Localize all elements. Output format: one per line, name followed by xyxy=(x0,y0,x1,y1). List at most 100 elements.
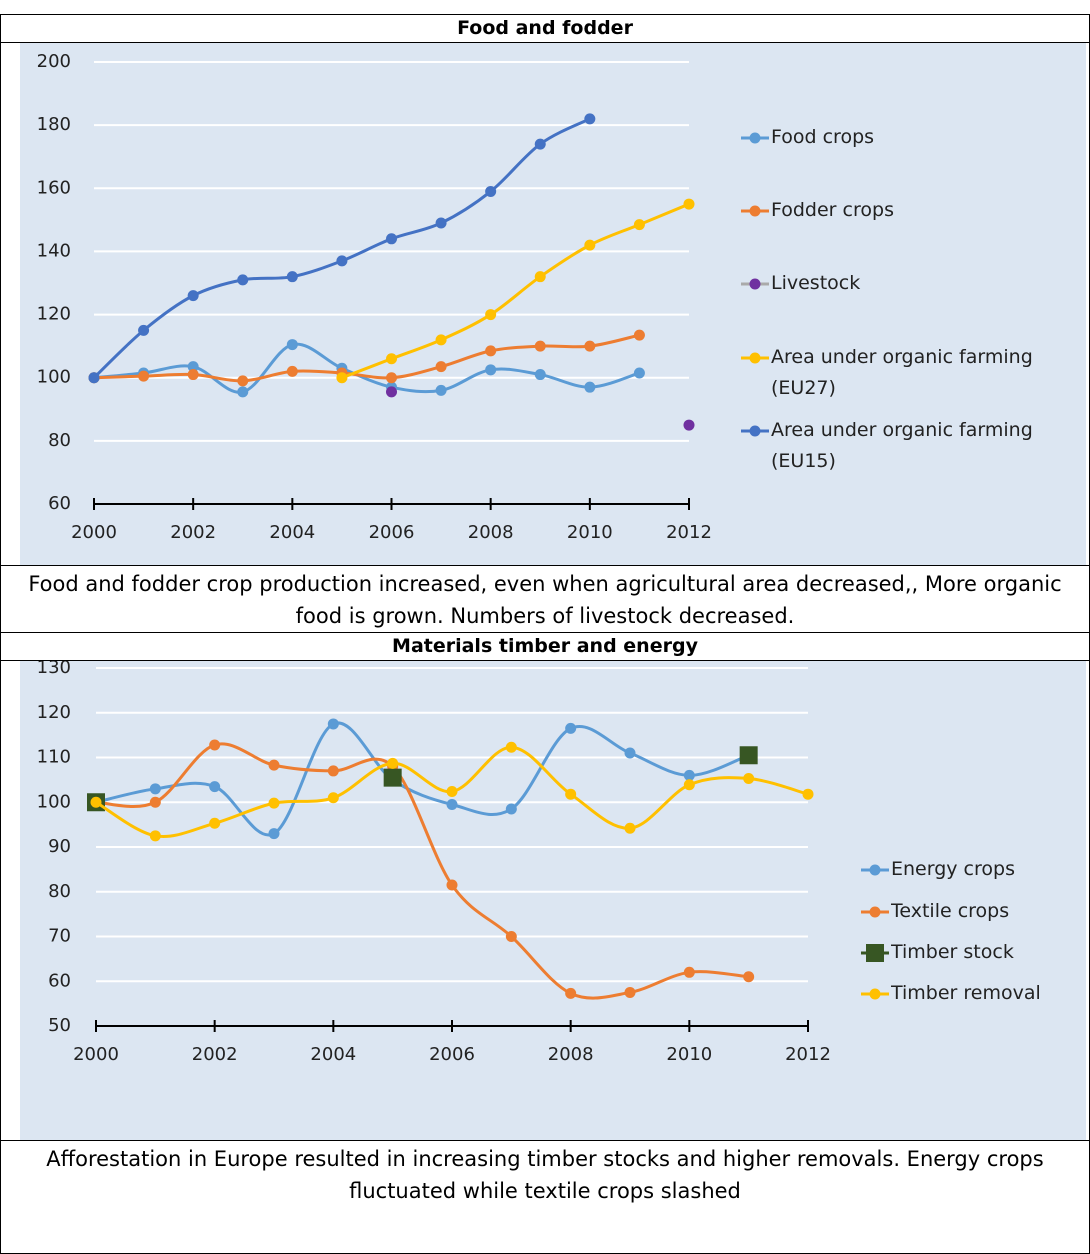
chart: 60 80 100 120 140 160 180 200 2000 2002 2004 2006 20… xyxy=(20,43,1086,565)
y-tick-label: 160 xyxy=(37,177,71,198)
marker xyxy=(187,290,199,302)
legend-entry: Textile crops xyxy=(891,900,1010,922)
marker xyxy=(237,386,249,398)
marker xyxy=(446,798,458,810)
y-tick-label: 60 xyxy=(48,493,71,514)
legend-label: Textile crops xyxy=(891,900,1010,922)
chart-title: Materials timber and energy xyxy=(0,632,1090,661)
y-tick-label: 60 xyxy=(48,970,71,991)
legend-entry: Timber stock xyxy=(891,941,1014,963)
x-tick-label: 2004 xyxy=(269,522,315,543)
marker xyxy=(485,309,497,321)
x-tick-label: 2002 xyxy=(192,1044,238,1065)
legend-label: Area under organic farming (EU27) xyxy=(771,346,1033,399)
marker xyxy=(336,255,348,267)
marker xyxy=(505,741,517,753)
legend-entry: Area under organic farming (EU15) xyxy=(771,419,1033,472)
marker xyxy=(327,718,339,730)
x-tick-label: 2000 xyxy=(73,1044,119,1065)
marker xyxy=(286,365,298,377)
legend-marker xyxy=(749,352,761,364)
marker xyxy=(683,779,695,791)
marker xyxy=(624,986,636,998)
y-tick-label: 200 xyxy=(37,51,71,72)
marker xyxy=(383,768,402,787)
marker xyxy=(187,361,199,373)
marker xyxy=(149,783,161,795)
marker xyxy=(387,757,399,769)
marker xyxy=(739,746,758,765)
legend-label: Food crops xyxy=(771,126,875,148)
chart-cell: 50 60 70 80 90 100 110 120 130 2000 2002 2004 2006 20… xyxy=(0,660,1090,1141)
marker xyxy=(187,369,199,381)
legend-marker xyxy=(749,205,761,217)
marker xyxy=(633,219,645,231)
marker xyxy=(268,828,280,840)
marker xyxy=(485,345,497,357)
marker xyxy=(336,372,348,384)
marker xyxy=(237,274,249,286)
x-tick-label: 2006 xyxy=(429,1044,475,1065)
marker xyxy=(327,765,339,777)
marker xyxy=(149,796,161,808)
marker xyxy=(149,830,161,842)
x-tick-label: 2012 xyxy=(666,522,712,543)
marker xyxy=(743,971,755,983)
legend-label: Energy crops xyxy=(891,858,1015,880)
legend-label: Timber stock xyxy=(891,941,1014,963)
legend-marker xyxy=(869,906,881,918)
legend-entry: Timber removal xyxy=(891,982,1041,1004)
marker xyxy=(633,367,645,379)
chart-title: Food and fodder xyxy=(0,14,1090,43)
marker xyxy=(286,271,298,283)
legend-marker xyxy=(749,425,761,437)
y-tick-label: 50 xyxy=(48,1015,71,1036)
x-tick-label: 2010 xyxy=(666,1044,712,1065)
y-tick-label: 110 xyxy=(37,747,71,768)
marker xyxy=(286,339,298,351)
marker xyxy=(90,796,102,808)
x-tick-label: 2004 xyxy=(310,1044,356,1065)
chart: 50 60 70 80 90 100 110 120 130 2000 2002 2004 2006 20… xyxy=(20,661,1086,1140)
legend-marker xyxy=(869,988,881,1000)
marker xyxy=(584,381,596,393)
legend-entry: Livestock xyxy=(771,272,861,294)
y-tick-label: 120 xyxy=(37,702,71,723)
marker xyxy=(268,759,280,771)
y-tick-label: 80 xyxy=(48,430,71,451)
marker xyxy=(534,340,546,352)
marker xyxy=(683,769,695,781)
marker xyxy=(435,361,447,373)
marker xyxy=(683,966,695,978)
marker xyxy=(446,786,458,798)
marker xyxy=(485,364,497,376)
marker xyxy=(802,788,814,800)
x-tick-label: 2010 xyxy=(567,522,613,543)
legend-entry: Area under organic farming (EU27) xyxy=(771,346,1033,399)
marker xyxy=(268,797,280,809)
caption: Food and fodder crop production increase… xyxy=(0,565,1090,633)
plot-background xyxy=(20,43,1086,565)
marker xyxy=(138,370,150,382)
legend-entry: Food crops xyxy=(771,126,875,148)
marker xyxy=(584,113,596,125)
y-tick-label: 120 xyxy=(37,304,71,325)
y-tick-label: 130 xyxy=(37,661,71,678)
y-tick-label: 140 xyxy=(37,240,71,261)
marker xyxy=(435,334,447,346)
marker xyxy=(683,419,695,431)
marker xyxy=(584,340,596,352)
marker xyxy=(209,781,221,793)
marker xyxy=(624,747,636,759)
marker xyxy=(633,329,645,341)
marker xyxy=(386,233,397,245)
marker xyxy=(327,792,339,804)
legend-entry: Energy crops xyxy=(891,858,1015,880)
legend-label: Timber removal xyxy=(891,982,1041,1004)
legend-marker xyxy=(866,944,884,962)
legend-entry: Fodder crops xyxy=(771,199,894,221)
marker xyxy=(505,931,517,942)
marker xyxy=(435,384,447,396)
x-tick-label: 2008 xyxy=(468,522,514,543)
legend-label: Livestock xyxy=(771,272,861,294)
